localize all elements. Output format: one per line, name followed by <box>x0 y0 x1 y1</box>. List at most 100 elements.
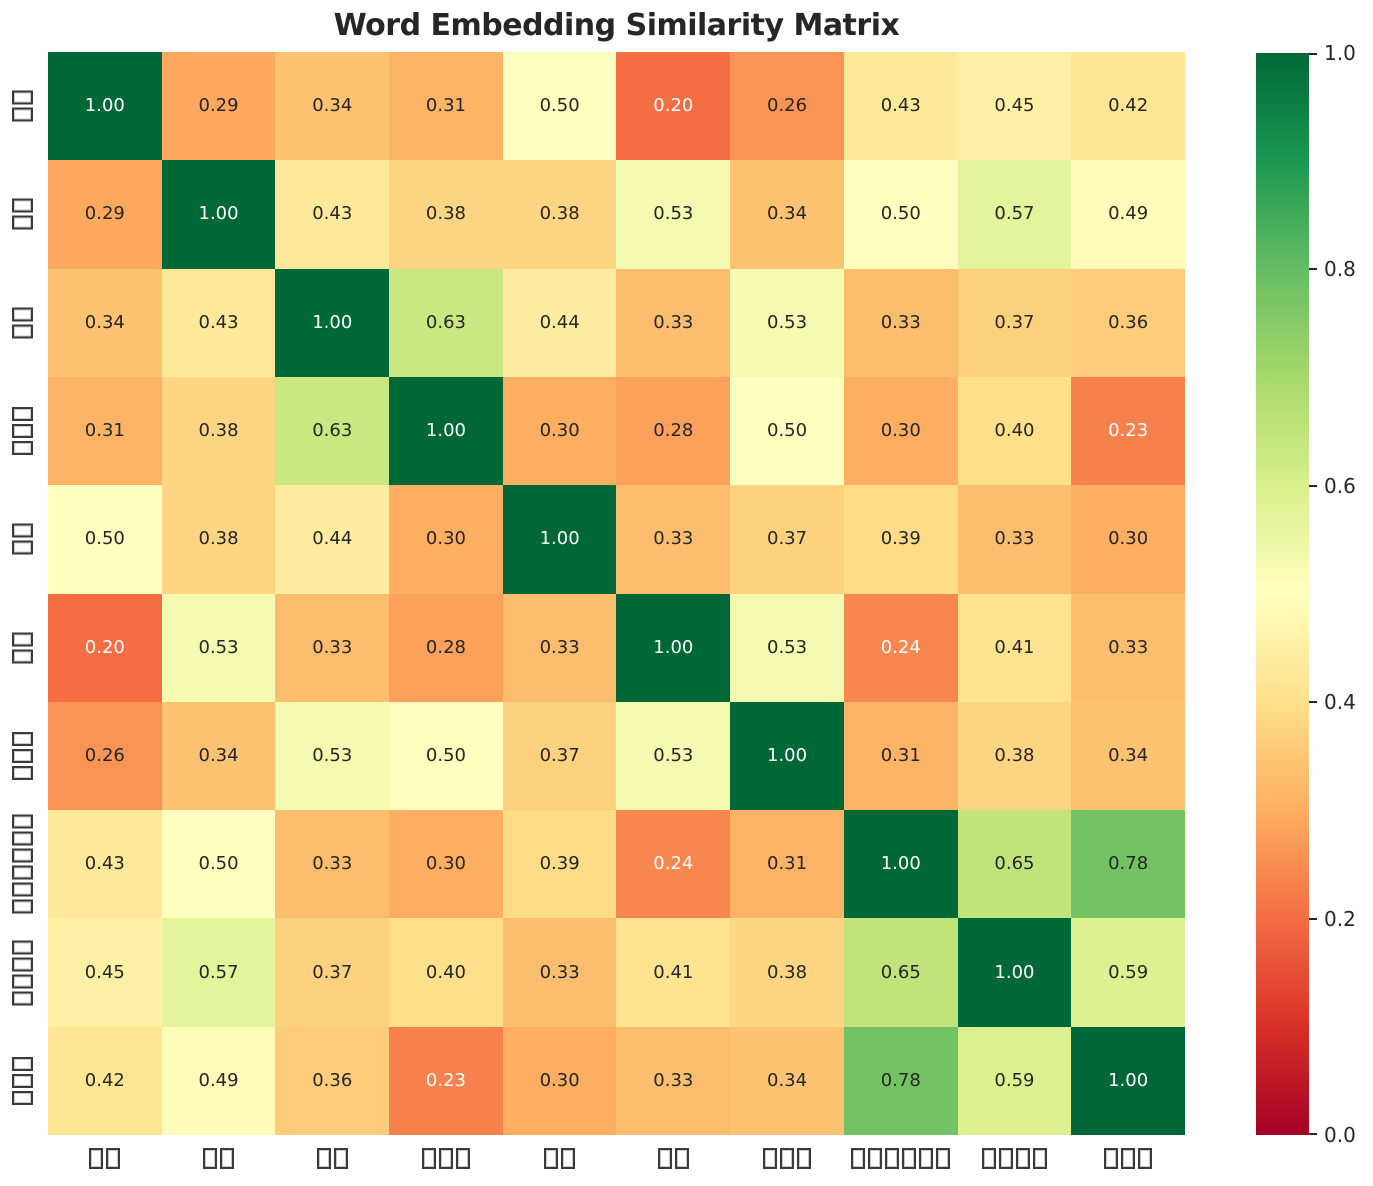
x-tick-label <box>730 1135 844 1185</box>
heatmap-cell: 0.63 <box>389 268 503 377</box>
heatmap-cell: 1.00 <box>1071 1026 1185 1135</box>
colorbar-tick-mark <box>1309 1133 1317 1135</box>
missing-glyph-box <box>11 940 33 955</box>
missing-glyph-box <box>885 1148 900 1169</box>
heatmap-cell: 0.40 <box>389 918 503 1027</box>
heatmap-cell: 0.20 <box>48 593 162 702</box>
heatmap-cell: 0.43 <box>48 810 162 919</box>
missing-glyph-box <box>11 957 33 972</box>
heatmap-cell: 0.53 <box>275 701 390 811</box>
colorbar-tick-label: 0.8 <box>1324 257 1356 282</box>
heatmap-cell: 1.00 <box>616 593 731 702</box>
heatmap-cell: 0.65 <box>843 918 958 1027</box>
heatmap-cell: 0.53 <box>161 593 276 702</box>
colorbar-tick-mark <box>1309 268 1317 271</box>
heatmap-cell: 0.28 <box>616 376 731 486</box>
missing-glyph-box <box>11 814 33 829</box>
missing-glyph-box <box>11 765 33 780</box>
heatmap-cell: 0.31 <box>48 376 162 486</box>
heatmap-cell: 0.50 <box>48 485 162 594</box>
x-tick-label <box>162 1135 276 1185</box>
missing-glyph-box <box>1121 1148 1136 1169</box>
x-tick-label <box>1071 1135 1185 1185</box>
heatmap-cell: 0.65 <box>957 810 1072 919</box>
missing-glyph-box <box>421 1148 436 1169</box>
colorbar-tick-mark <box>1309 701 1317 704</box>
missing-glyph-box <box>11 831 33 846</box>
missing-glyph-box <box>981 1148 996 1169</box>
missing-glyph-box <box>11 523 33 538</box>
heatmap-cell: 0.33 <box>616 485 731 594</box>
heatmap-cell: 0.33 <box>957 485 1072 594</box>
heatmap-cell: 0.38 <box>161 376 276 486</box>
y-tick-label <box>0 632 44 664</box>
heatmap-cell: 0.37 <box>502 701 617 811</box>
missing-glyph-box <box>106 1148 121 1169</box>
colorbar-tick-label: 0.0 <box>1324 1123 1356 1147</box>
heatmap-cell: 0.50 <box>389 701 503 811</box>
heatmap-cell: 0.44 <box>275 485 390 594</box>
colorbar-tick-mark <box>1309 53 1317 55</box>
colorbar: 0.0 0.2 0.4 0.6 0.8 1.0 <box>1256 41 1373 1147</box>
heatmap-cell: 0.59 <box>1071 918 1185 1027</box>
missing-glyph-box <box>797 1148 812 1169</box>
heatmap-cell: 0.34 <box>730 160 844 269</box>
heatmap-cell: 0.33 <box>616 268 731 377</box>
missing-glyph-box <box>11 107 33 122</box>
heatmap-cell: 1.00 <box>275 268 390 377</box>
heatmap-cell: 0.34 <box>730 1026 844 1135</box>
missing-glyph-box <box>902 1148 917 1169</box>
heatmap-cell: 0.38 <box>161 485 276 594</box>
missing-glyph-box <box>674 1148 689 1169</box>
x-tick-label <box>48 1135 162 1185</box>
missing-glyph-box <box>657 1148 672 1169</box>
y-tick-label <box>0 90 44 122</box>
heatmap-cell: 0.33 <box>275 593 390 702</box>
y-tick-label <box>0 1056 44 1105</box>
heatmap-cell: 0.57 <box>957 160 1072 269</box>
heatmap-cell: 1.00 <box>957 918 1072 1027</box>
missing-glyph-box <box>11 848 33 863</box>
heatmap-cell: 0.30 <box>389 810 503 919</box>
heatmap-cell: 0.36 <box>275 1026 390 1135</box>
missing-glyph-box <box>11 882 33 897</box>
heatmap-cell: 0.53 <box>730 268 844 377</box>
heatmap-cell: 0.42 <box>48 1026 162 1135</box>
heatmap-cell: 0.43 <box>161 268 276 377</box>
heatmap-cell: 0.33 <box>616 1026 731 1135</box>
heatmap-cell: 0.38 <box>389 160 503 269</box>
missing-glyph-box <box>316 1148 331 1169</box>
heatmap-cell: 0.40 <box>957 376 1072 486</box>
colorbar-tick-mark <box>1309 484 1317 487</box>
missing-glyph-box <box>868 1148 883 1169</box>
missing-glyph-box <box>11 748 33 763</box>
heatmap-cell: 0.50 <box>843 160 958 269</box>
heatmap-cell: 0.26 <box>730 52 844 161</box>
x-tick-label <box>503 1135 617 1185</box>
heatmap-cell: 0.39 <box>502 810 617 919</box>
heatmap-grid: 1.00 0.29 0.34 0.31 0.50 0.20 0.26 0.43 0.45 0.42… <box>48 52 1185 1135</box>
heatmap-cell: 0.38 <box>502 160 617 269</box>
heatmap-cell: 0.41 <box>957 593 1072 702</box>
heatmap-cell: 0.53 <box>616 701 731 811</box>
missing-glyph-box <box>851 1148 866 1169</box>
heatmap-cell: 0.24 <box>616 810 731 919</box>
missing-glyph-box <box>1104 1148 1119 1169</box>
y-tick-label <box>0 407 44 456</box>
heatmap-cell: 0.43 <box>843 52 958 161</box>
heatmap-cell: 0.49 <box>1071 160 1185 269</box>
missing-glyph-box <box>89 1148 104 1169</box>
missing-glyph-box <box>11 90 33 105</box>
colorbar-tick-label: 1.0 <box>1324 41 1356 65</box>
missing-glyph-box <box>11 307 33 322</box>
y-tick-label <box>0 731 44 780</box>
heatmap-cell: 0.20 <box>616 52 731 161</box>
heatmap-cell: 0.50 <box>161 810 276 919</box>
heatmap-cell: 0.39 <box>843 485 958 594</box>
heatmap-cell: 0.26 <box>48 701 162 811</box>
heatmap-cell: 0.50 <box>730 376 844 486</box>
heatmap-cell: 1.00 <box>389 376 503 486</box>
heatmap-cell: 0.30 <box>502 376 617 486</box>
x-tick-label <box>844 1135 958 1185</box>
